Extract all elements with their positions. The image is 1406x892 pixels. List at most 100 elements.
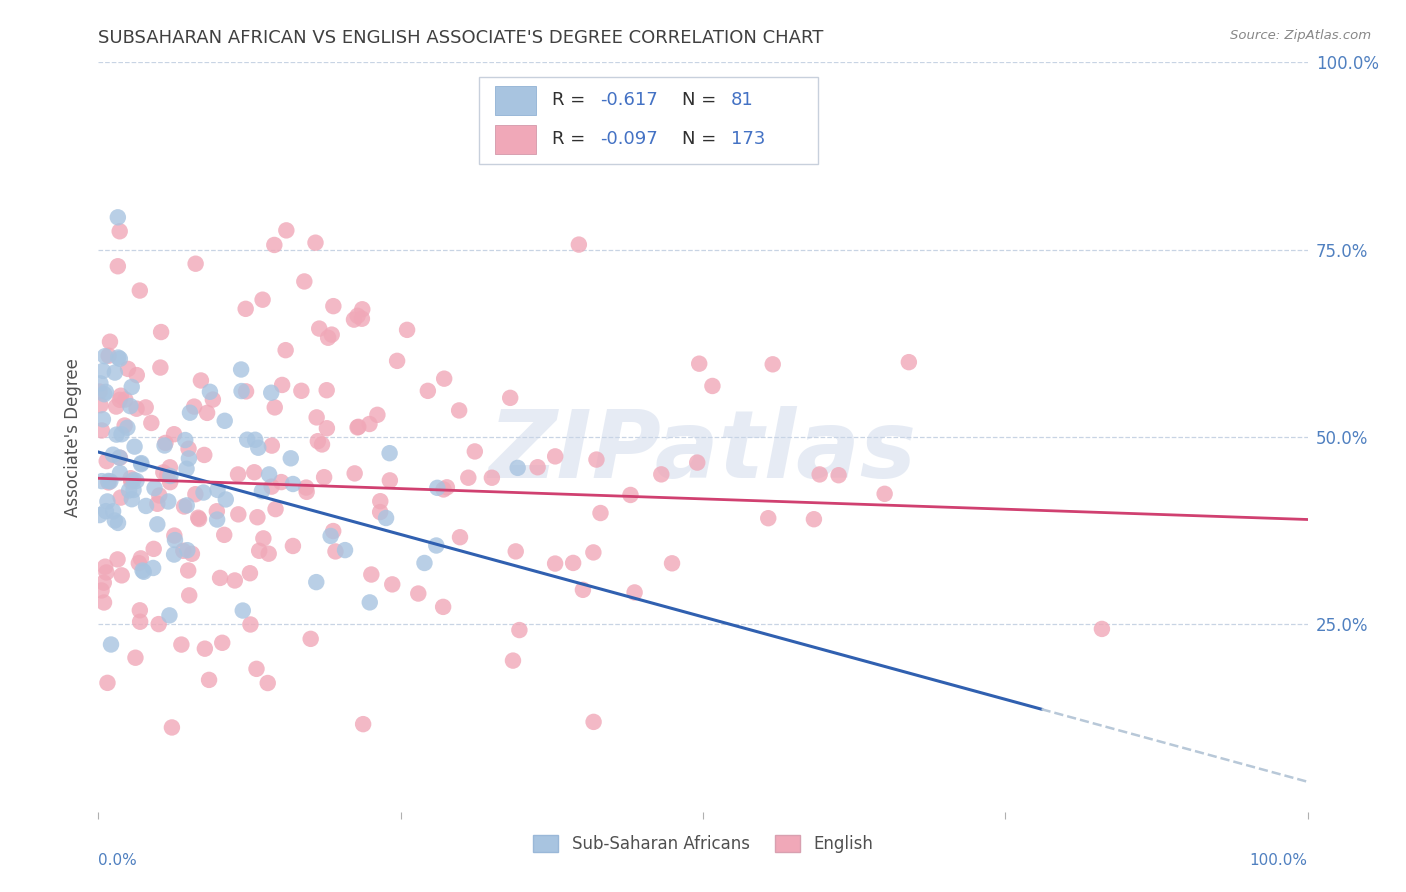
Sub-Saharan Africans: [131, 564, 153, 578]
Sub-Saharan Africans: [229, 362, 252, 376]
Sub-Saharan Africans: [107, 351, 129, 365]
English: [114, 418, 136, 433]
English: [304, 235, 326, 250]
English: [360, 567, 382, 582]
Sub-Saharan Africans: [104, 366, 127, 380]
English: [141, 416, 163, 430]
Sub-Saharan Africans: [98, 475, 121, 489]
English: [245, 662, 267, 676]
English: [756, 511, 779, 525]
English: [827, 468, 849, 483]
English: [502, 654, 524, 668]
Sub-Saharan Africans: [193, 485, 215, 500]
English: [307, 434, 329, 449]
English: [105, 400, 128, 414]
English: [314, 470, 336, 484]
Sub-Saharan Africans: [89, 376, 111, 391]
English: [198, 673, 221, 687]
Sub-Saharan Africans: [359, 595, 381, 609]
Sub-Saharan Africans: [214, 414, 236, 428]
English: [582, 714, 605, 729]
Sub-Saharan Africans: [100, 638, 122, 652]
English: [481, 471, 503, 485]
English: [305, 410, 328, 425]
Text: -0.617: -0.617: [600, 91, 658, 109]
English: [120, 475, 142, 489]
Sub-Saharan Africans: [143, 481, 166, 495]
English: [98, 334, 121, 349]
English: [187, 510, 209, 524]
English: [343, 312, 366, 326]
Sub-Saharan Africans: [378, 446, 401, 460]
Sub-Saharan Africans: [135, 499, 157, 513]
English: [129, 615, 152, 629]
English: [239, 566, 262, 581]
Sub-Saharan Africans: [105, 427, 128, 442]
English: [396, 323, 419, 337]
Sub-Saharan Africans: [146, 517, 169, 532]
English: [125, 401, 148, 416]
English: [135, 401, 157, 415]
FancyBboxPatch shape: [495, 87, 536, 115]
English: [152, 466, 174, 480]
English: [661, 557, 683, 571]
English: [180, 547, 202, 561]
Sub-Saharan Africans: [132, 565, 155, 579]
Text: -0.097: -0.097: [600, 130, 658, 148]
Sub-Saharan Africans: [94, 349, 117, 363]
Sub-Saharan Africans: [232, 603, 254, 617]
Sub-Saharan Africans: [176, 499, 198, 513]
English: [110, 491, 132, 505]
FancyBboxPatch shape: [479, 78, 818, 163]
English: [211, 636, 233, 650]
English: [408, 586, 430, 600]
Sub-Saharan Africans: [124, 440, 146, 454]
English: [526, 460, 548, 475]
English: [346, 309, 368, 323]
English: [582, 545, 605, 559]
English: [252, 293, 274, 307]
English: [117, 362, 139, 376]
Sub-Saharan Africans: [243, 433, 266, 447]
English: [873, 487, 896, 501]
Sub-Saharan Africans: [205, 512, 228, 526]
English: [263, 238, 285, 252]
English: [114, 392, 136, 407]
English: [368, 505, 391, 519]
English: [292, 275, 315, 289]
Sub-Saharan Africans: [207, 483, 229, 497]
English: [124, 650, 146, 665]
Sub-Saharan Africans: [104, 513, 127, 527]
Sub-Saharan Africans: [250, 484, 273, 499]
English: [346, 420, 368, 434]
Text: SUBSAHARAN AFRICAN VS ENGLISH ASSOCIATE'S DEGREE CORRELATION CHART: SUBSAHARAN AFRICAN VS ENGLISH ASSOCIATE'…: [98, 29, 824, 47]
Sub-Saharan Africans: [90, 474, 112, 488]
English: [146, 497, 169, 511]
English: [108, 224, 131, 238]
Sub-Saharan Africans: [247, 441, 270, 455]
English: [322, 299, 344, 313]
English: [343, 467, 366, 481]
Sub-Saharan Africans: [174, 433, 197, 447]
English: [290, 384, 312, 398]
English: [148, 617, 170, 632]
Sub-Saharan Africans: [506, 461, 529, 475]
English: [107, 552, 129, 566]
Sub-Saharan Africans: [108, 450, 131, 465]
English: [173, 500, 195, 514]
English: [274, 343, 297, 358]
English: [322, 524, 344, 538]
English: [368, 494, 391, 508]
English: [449, 530, 471, 544]
English: [172, 543, 194, 558]
English: [183, 400, 205, 414]
English: [381, 577, 404, 591]
Sub-Saharan Africans: [280, 451, 302, 466]
English: [97, 349, 120, 363]
English: [366, 408, 388, 422]
English: [235, 301, 257, 316]
English: [897, 355, 920, 369]
Sub-Saharan Africans: [107, 516, 129, 530]
English: [205, 504, 228, 518]
English: [243, 465, 266, 479]
